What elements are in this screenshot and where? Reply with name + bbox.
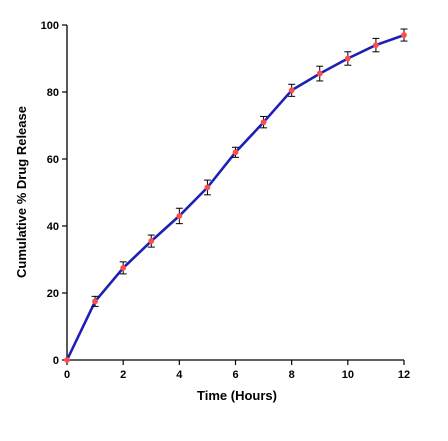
x-tick-label: 4 xyxy=(176,369,183,381)
series-line xyxy=(65,33,405,361)
data-point xyxy=(373,42,379,48)
data-point xyxy=(64,357,70,363)
x-tick-label: 6 xyxy=(232,369,238,381)
data-point xyxy=(204,184,211,191)
series-layer xyxy=(64,28,408,363)
data-point xyxy=(260,119,267,126)
data-point xyxy=(120,264,127,271)
y-tick-label: 20 xyxy=(47,288,59,300)
x-tick-label: 10 xyxy=(342,369,354,381)
data-point xyxy=(232,149,239,156)
data-point xyxy=(92,298,98,305)
x-tick-label: 12 xyxy=(398,369,410,381)
data-point xyxy=(344,55,351,62)
axes: 0 20 40 60 80 100 0 2 4 6 8 10 12 xyxy=(41,20,410,381)
y-tick-label: 80 xyxy=(47,87,59,99)
y-tick-label: 40 xyxy=(47,221,59,233)
y-axis-title: Cumulative % Drug Release xyxy=(14,106,29,278)
y-tick-label: 100 xyxy=(41,20,59,32)
data-point xyxy=(401,32,407,38)
data-point xyxy=(316,70,323,77)
data-point xyxy=(176,213,183,219)
y-tick-label: 0 xyxy=(53,355,59,367)
x-tick-label: 8 xyxy=(289,369,295,381)
y-tick-label: 60 xyxy=(47,154,59,166)
x-axis-title: Time (Hours) xyxy=(197,388,277,403)
data-point xyxy=(148,238,155,244)
data-point xyxy=(288,87,295,94)
x-tick-label: 2 xyxy=(120,369,126,381)
x-tick-label: 0 xyxy=(64,369,70,381)
